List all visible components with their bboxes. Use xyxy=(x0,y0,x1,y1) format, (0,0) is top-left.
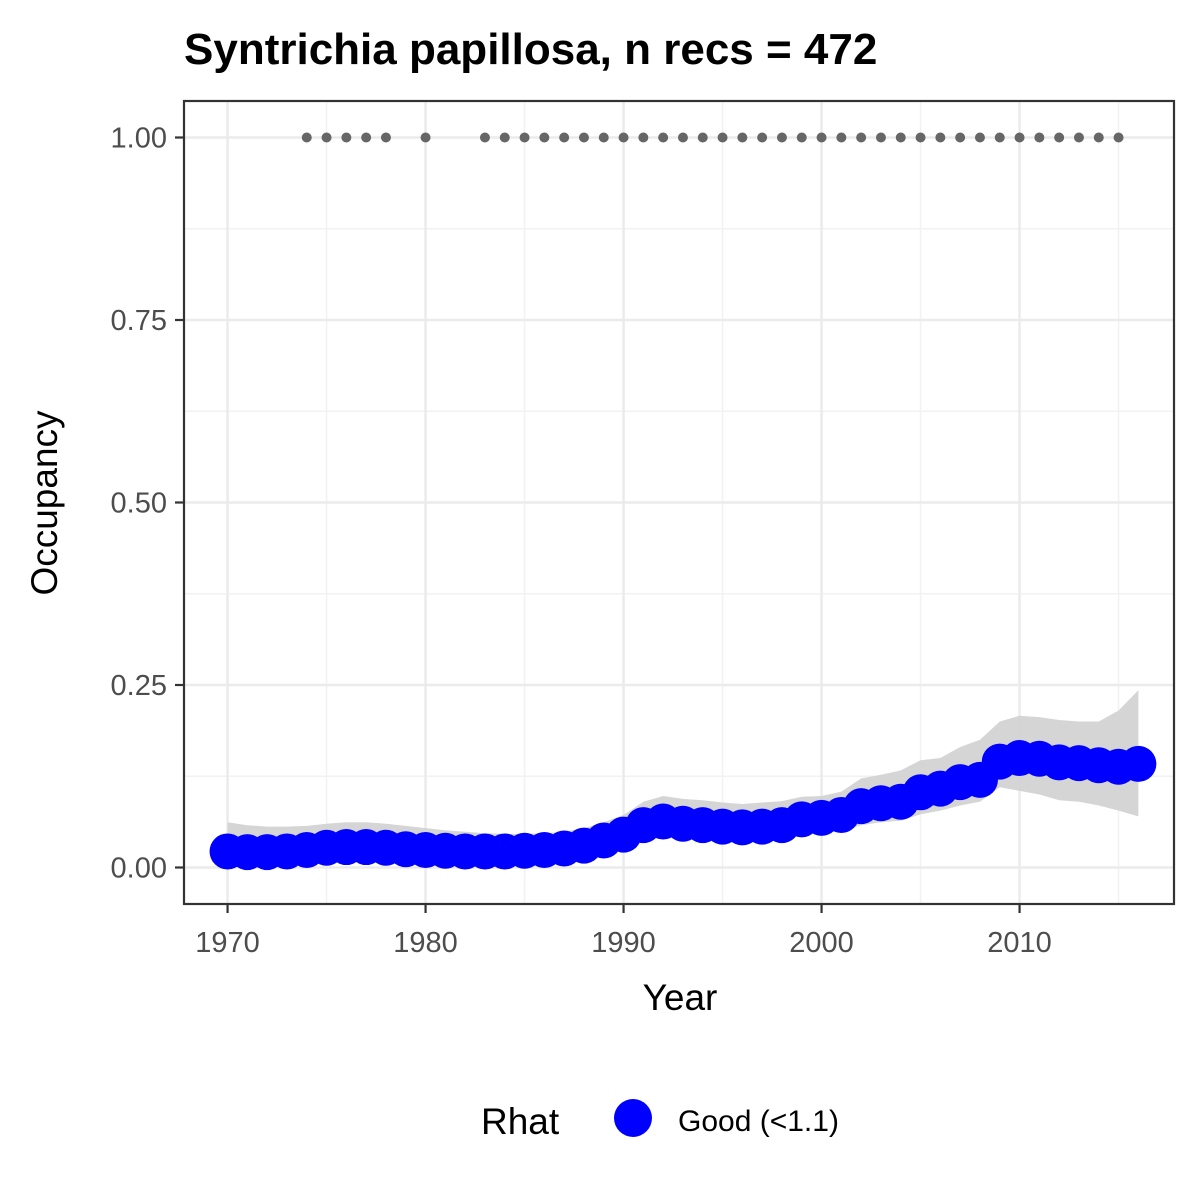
y-tick-label: 0.00 xyxy=(111,853,167,885)
record-point xyxy=(1073,132,1084,143)
y-tick-label: 0.25 xyxy=(111,670,167,702)
record-point xyxy=(479,132,490,143)
legend-label-good: Good (<1.1) xyxy=(678,1105,839,1138)
record-point xyxy=(757,132,768,143)
record-point xyxy=(1113,132,1124,143)
record-point xyxy=(737,132,748,143)
record-point xyxy=(598,132,609,143)
record-point xyxy=(717,132,728,143)
record-point xyxy=(499,132,510,143)
legend-key-good xyxy=(614,1099,652,1137)
record-point xyxy=(618,132,629,143)
record-point xyxy=(578,132,589,143)
record-point xyxy=(1093,132,1104,143)
record-point xyxy=(539,132,550,143)
record-point xyxy=(1034,132,1045,143)
record-point xyxy=(1054,132,1065,143)
x-tick-label: 1980 xyxy=(393,927,458,959)
record-point xyxy=(519,132,530,143)
y-tick-label: 1.00 xyxy=(111,123,167,155)
record-point xyxy=(361,132,372,143)
record-point xyxy=(935,132,946,143)
x-axis-title: Year xyxy=(643,977,718,1018)
record-point xyxy=(796,132,807,143)
chart-title: Syntrichia papillosa, n recs = 472 xyxy=(184,25,877,74)
record-point xyxy=(915,132,926,143)
record-point xyxy=(895,132,906,143)
record-point xyxy=(875,132,886,143)
records-layer xyxy=(301,132,1124,143)
record-point xyxy=(974,132,985,143)
record-point xyxy=(677,132,688,143)
record-point xyxy=(321,132,332,143)
record-point xyxy=(658,132,669,143)
record-point xyxy=(955,132,966,143)
y-axis: 0.00 0.25 0.50 0.75 1.00 xyxy=(111,123,184,885)
record-point xyxy=(816,132,827,143)
record-point xyxy=(301,132,312,143)
record-point xyxy=(994,132,1005,143)
record-point xyxy=(856,132,867,143)
y-tick-label: 0.75 xyxy=(111,305,167,337)
record-point xyxy=(836,132,847,143)
legend-title: Rhat xyxy=(481,1101,560,1142)
x-tick-label: 1990 xyxy=(591,927,656,959)
record-point xyxy=(380,132,391,143)
record-point xyxy=(341,132,352,143)
legend: Rhat Good (<1.1) xyxy=(481,1099,839,1142)
record-point xyxy=(559,132,570,143)
record-point xyxy=(638,132,649,143)
grid-major xyxy=(184,101,1174,904)
x-tick-label: 2010 xyxy=(987,927,1052,959)
points-layer xyxy=(209,740,1157,871)
y-axis-title: Occupancy xyxy=(24,410,65,596)
x-tick-label: 2000 xyxy=(789,927,854,959)
x-tick-label: 1970 xyxy=(195,927,260,959)
record-point xyxy=(697,132,708,143)
record-point xyxy=(1014,132,1025,143)
record-point xyxy=(420,132,431,143)
x-axis: 1970 1980 1990 2000 2010 xyxy=(195,904,1052,959)
occupancy-point xyxy=(1120,745,1157,782)
record-point xyxy=(776,132,787,143)
y-tick-label: 0.50 xyxy=(111,488,167,520)
plot-area xyxy=(182,99,1176,906)
